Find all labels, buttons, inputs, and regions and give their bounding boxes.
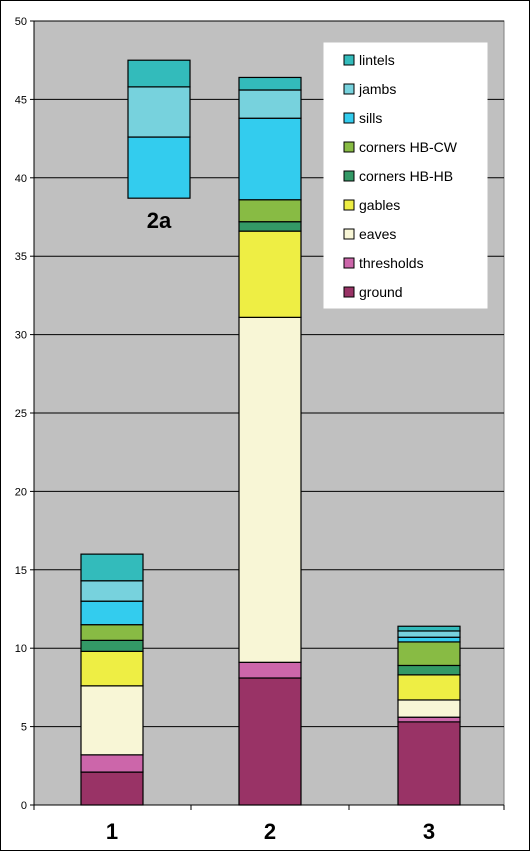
bar-3-sills (397, 636, 461, 643)
bar-3-corners-hb-cw (397, 641, 461, 667)
bar-1-gables (80, 650, 144, 687)
y-tick-label-50: 50 (15, 16, 27, 28)
y-tick-label-15: 15 (15, 565, 27, 577)
bar-1-ground (80, 771, 144, 806)
y-tick-label-20: 20 (15, 486, 27, 498)
bar-1-corners-hb-cw (80, 624, 144, 641)
bar-3-gables (397, 674, 461, 701)
legend-label-jambs: jambs (358, 81, 396, 97)
legend-label-corners-hb-cw: corners HB-CW (359, 139, 458, 155)
bar-3-corners-hb-hb (397, 664, 461, 676)
legend-swatch-gables (343, 199, 355, 211)
y-tick-label-5: 5 (21, 722, 27, 734)
bar-2-ground (238, 677, 302, 806)
bar-1-thresholds (80, 754, 144, 773)
y-tick-label-35: 35 (15, 251, 27, 263)
y-tick-label-30: 30 (15, 330, 27, 342)
legend-label-gables: gables (359, 197, 400, 213)
bar-2-gables (238, 230, 302, 318)
bar-3-ground (397, 721, 461, 806)
y-tick-label-40: 40 (15, 173, 27, 185)
bar-1-lintels (80, 553, 144, 582)
y-tick-label-25: 25 (15, 408, 27, 420)
bar-1-corners-hb-hb (80, 639, 144, 652)
bar-2-corners-hb-cw (238, 199, 302, 223)
legend-swatch-lintels (343, 54, 355, 66)
legend-swatch-ground (343, 286, 355, 298)
legend-swatch-sills (343, 112, 355, 124)
bar-3-thresholds (397, 716, 461, 723)
legend-label-corners-hb-hb: corners HB-HB (359, 168, 453, 184)
legend-label-thresholds: thresholds (359, 255, 424, 271)
legend-swatch-thresholds (343, 257, 355, 269)
bar-3-jambs (397, 630, 461, 638)
legend-label-lintels: lintels (359, 52, 395, 68)
legend-label-ground: ground (359, 284, 403, 300)
legend-swatch-corners-hb-cw (343, 141, 355, 153)
inset-bar-sills (127, 136, 191, 199)
y-tick-label-10: 10 (15, 643, 27, 655)
bar-2-thresholds (238, 661, 302, 679)
legend-swatch-corners-hb-hb (343, 170, 355, 182)
bar-1-jambs (80, 580, 144, 602)
inset-bar-lintels (127, 59, 191, 88)
bar-3-eaves (397, 699, 461, 718)
bar-3-lintels (397, 625, 461, 632)
bar-1-eaves (80, 685, 144, 756)
y-tick-label-45: 45 (15, 94, 27, 106)
bar-2-lintels (238, 76, 302, 91)
legend-label-sills: sills (359, 110, 382, 126)
bar-2-jambs (238, 89, 302, 119)
y-tick-label-0: 0 (21, 800, 27, 812)
legend-label-eaves: eaves (359, 226, 396, 242)
x-tick-label-3: 3 (423, 819, 435, 844)
inset-label: 2a (147, 208, 172, 233)
bar-2-corners-hb-hb (238, 221, 302, 232)
bar-2-eaves (238, 316, 302, 663)
legend-swatch-jambs (343, 83, 355, 95)
bar-1-sills (80, 600, 144, 626)
x-tick-label-2: 2 (264, 819, 276, 844)
legend-swatch-eaves (343, 228, 355, 240)
inset-bar-jambs (127, 86, 191, 138)
x-tick-label-1: 1 (106, 819, 118, 844)
bar-2-sills (238, 117, 302, 201)
